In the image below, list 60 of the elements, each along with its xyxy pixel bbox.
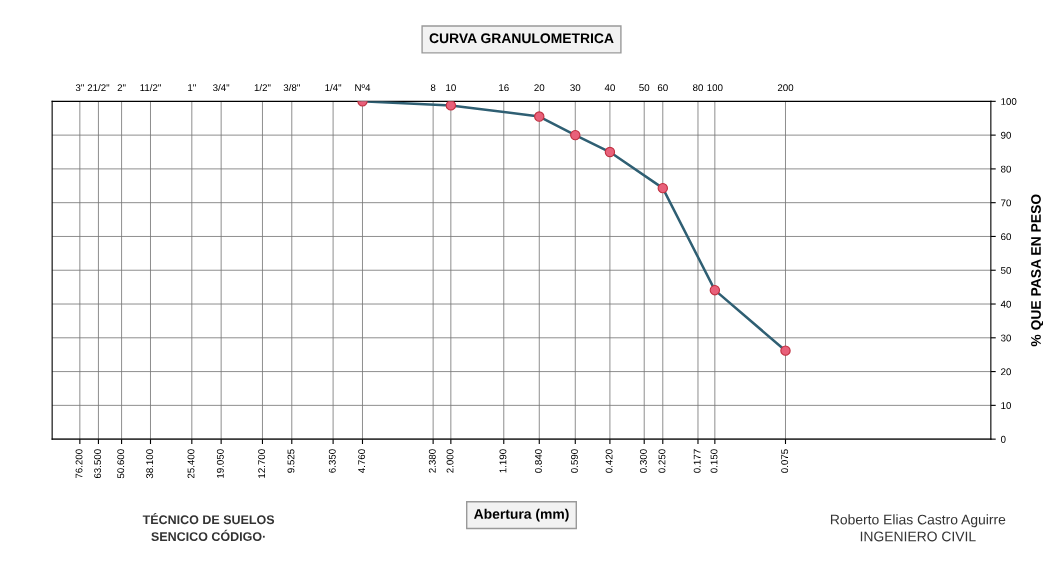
x-tick-label: 2.000 xyxy=(446,449,454,473)
x-tick-label: 1.190 xyxy=(499,449,507,473)
text: 16 xyxy=(499,84,509,92)
x-tick-label: 2.380 xyxy=(428,449,436,473)
x-tick-label: 9.525 xyxy=(287,449,295,473)
text: 50 xyxy=(639,84,650,92)
text: 80 xyxy=(693,84,704,92)
text: TÉCNICO DE SUELOS xyxy=(142,512,275,525)
x-tick-label: 0.420 xyxy=(605,449,613,473)
x-tick-label: 0.590 xyxy=(571,449,578,473)
text: Nº4 xyxy=(355,84,371,91)
text: 30 xyxy=(570,84,581,92)
x-tick-label: 38.100 xyxy=(146,449,154,479)
text: 8 xyxy=(430,84,436,92)
x-axis-title: Abertura (mm) xyxy=(474,508,569,522)
y-tick-label: 100 xyxy=(1001,98,1017,105)
text: Roberto Elias Castro Aguirre xyxy=(830,514,1006,528)
y-tick-label: 70 xyxy=(1001,199,1012,207)
x-tick-label: 0.250 xyxy=(658,449,666,473)
x-tick-label: 4.760 xyxy=(358,449,366,473)
text: 1" xyxy=(188,84,196,91)
y-tick-label: 40 xyxy=(1000,300,1012,308)
y-tick-label: 0 xyxy=(1000,435,1006,443)
text: 20 xyxy=(534,84,545,92)
text: 3" xyxy=(75,84,84,92)
x-tick-label: 0.177 xyxy=(693,449,701,473)
y-tick-label: 60 xyxy=(1001,233,1012,241)
text: 40 xyxy=(604,84,615,92)
text: 1/4" xyxy=(325,83,342,92)
x-tick-label: 0.840 xyxy=(534,449,542,473)
x-tick-label: 76.200 xyxy=(75,449,83,479)
x-tick-label: 63.500 xyxy=(94,449,102,479)
x-tick-label: 0.150 xyxy=(710,449,718,473)
x-tick-label: 19.050 xyxy=(216,449,224,478)
chart-title: CURVA GRANULOMETRICA xyxy=(429,33,614,44)
text: SENCICO CÓDIGO· xyxy=(151,529,265,542)
y-axis-title: % QUE PASA EN PESO xyxy=(1031,194,1043,347)
text: 60 xyxy=(657,84,668,92)
text: 10 xyxy=(446,84,456,92)
x-tick-label: 6.350 xyxy=(328,449,336,473)
text: 2" xyxy=(117,84,126,91)
y-tick-label: 90 xyxy=(1001,131,1012,139)
y-tick-label: 20 xyxy=(1001,368,1012,376)
text: 3/4" xyxy=(213,83,230,92)
x-tick-label: 0.300 xyxy=(639,449,647,473)
x-tick-label: 50.600 xyxy=(117,449,125,479)
text: 11/2" xyxy=(140,83,161,92)
y-tick-label: 10 xyxy=(1001,402,1012,409)
text: 1/2" xyxy=(254,83,271,92)
text: INGENIERO CIVIL xyxy=(860,531,976,542)
text: 21/2" xyxy=(87,83,110,92)
x-tick-label: 0.075 xyxy=(781,449,789,473)
x-tick-label: 25.400 xyxy=(187,449,195,479)
y-tick-label: 50 xyxy=(1000,266,1012,274)
text: 100 xyxy=(707,84,723,92)
y-tick-label: 80 xyxy=(1000,165,1012,173)
y-tick-label: 30 xyxy=(1000,334,1012,342)
text: 200 xyxy=(777,84,794,92)
text: 3/8" xyxy=(283,83,300,92)
x-tick-label: 12.700 xyxy=(258,449,266,478)
